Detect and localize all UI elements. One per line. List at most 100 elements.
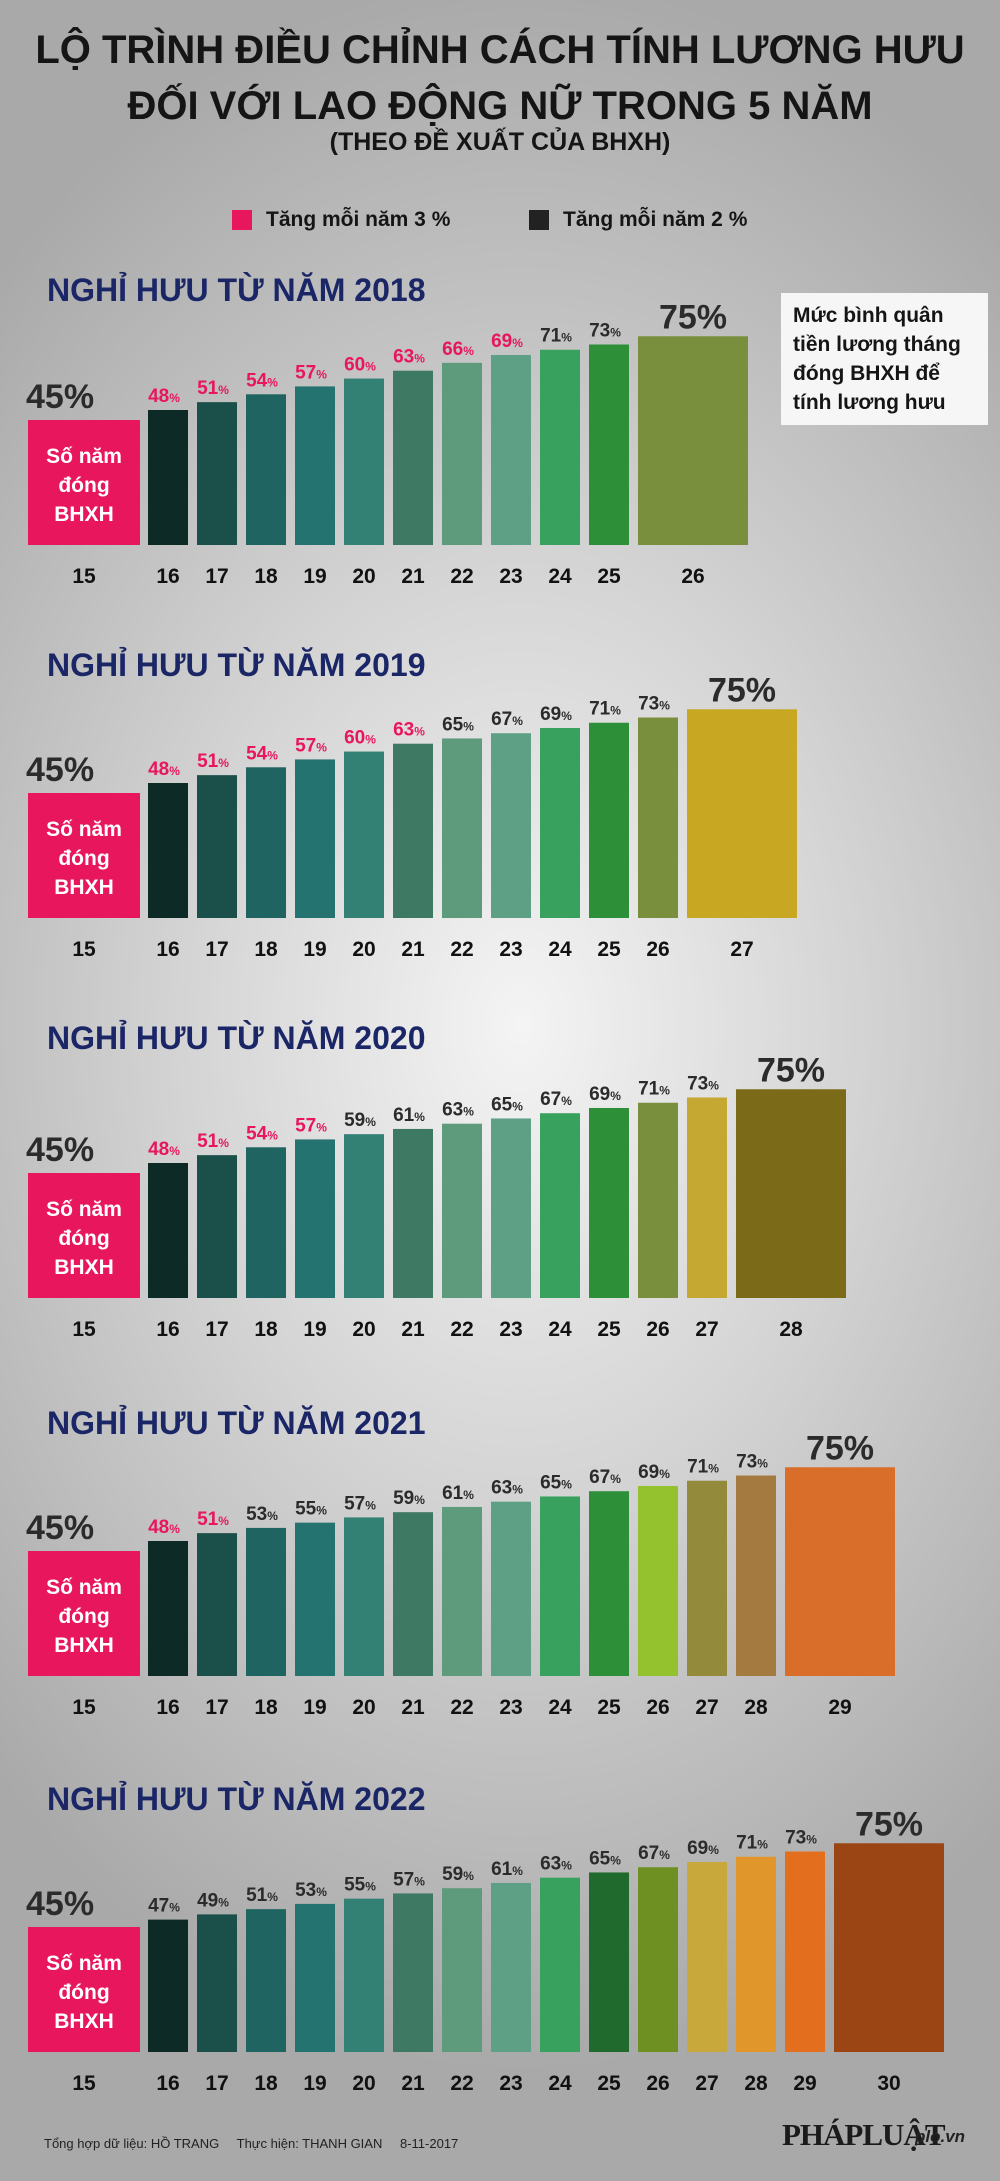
tick-label-19: 19	[303, 1696, 326, 1719]
tick-label-15: 15	[72, 565, 96, 588]
value-label-20: 59%	[344, 1110, 376, 1131]
base-box-text: BHXH	[54, 2010, 114, 2033]
bar-26	[638, 1485, 678, 1676]
tick-label-16: 16	[156, 1696, 179, 1719]
tick-label-15: 15	[72, 1318, 96, 1341]
bar-24	[540, 1113, 580, 1298]
tick-label-23: 23	[499, 1696, 522, 1719]
bar-22	[442, 1888, 482, 2052]
tick-label-20: 20	[352, 1318, 375, 1341]
bar-21	[393, 370, 433, 545]
bar-19	[295, 386, 335, 545]
value-label-15: 45%	[26, 378, 94, 416]
bar-22	[442, 1506, 482, 1676]
tick-label-22: 22	[450, 565, 473, 588]
base-box-text: BHXH	[54, 503, 114, 526]
value-label-24: 67%	[540, 1089, 572, 1110]
base-box-text: đóng	[58, 1227, 109, 1250]
tick-label-26: 26	[646, 2072, 669, 2095]
bar-15	[28, 1927, 140, 2052]
bar-21	[393, 1128, 433, 1298]
tick-label-19: 19	[303, 2072, 326, 2095]
bar-18	[246, 1147, 286, 1298]
tick-label-23: 23	[499, 2072, 522, 2095]
tick-label-17: 17	[205, 938, 228, 961]
bar-21	[393, 1893, 433, 2052]
bar-20	[344, 1898, 384, 2052]
bar-24	[540, 1496, 580, 1676]
tick-label-24: 24	[548, 938, 572, 961]
panel-title-2020: NGHỈ HƯU TỪ NĂM 2020	[47, 1020, 426, 1056]
footer-source: Tổng hợp dữ liệu: HỒ TRANG	[44, 2136, 220, 2151]
bar-29	[785, 1467, 895, 1676]
bar-16	[148, 410, 188, 545]
tick-label-18: 18	[254, 565, 278, 588]
value-label-20: 60%	[344, 355, 376, 376]
bar-20	[344, 1134, 384, 1298]
bar-18	[246, 394, 286, 545]
chart-2019: 15 45% Số năm đóng BHXH 16 48% 17 51% 18 54% 19 57% 2…	[26, 671, 797, 961]
tick-label-27: 27	[695, 1696, 718, 1719]
chart-2020: 15 45% Số năm đóng BHXH 16 48% 17 51% 18 54% 19 57% 2…	[26, 1051, 846, 1341]
bar-16	[148, 783, 188, 918]
tick-label-25: 25	[597, 938, 621, 961]
base-box-text: BHXH	[54, 1256, 114, 1279]
tick-label-26: 26	[646, 1318, 669, 1341]
tick-label-20: 20	[352, 2072, 375, 2095]
value-label-23: 61%	[491, 1859, 523, 1880]
tick-label-26: 26	[646, 938, 669, 961]
bar-16	[148, 1163, 188, 1298]
value-label-18: 53%	[246, 1504, 278, 1525]
tick-label-17: 17	[205, 1696, 228, 1719]
value-label-22: 63%	[442, 1100, 474, 1121]
base-box-text: đóng	[58, 1981, 109, 2004]
value-label-28: 75%	[757, 1051, 825, 1089]
tick-label-18: 18	[254, 2072, 278, 2095]
bar-18	[246, 767, 286, 918]
value-label-30: 75%	[855, 1805, 923, 1843]
tick-label-21: 21	[401, 2072, 425, 2095]
value-label-19: 57%	[295, 1115, 327, 1136]
value-label-28: 71%	[736, 1833, 768, 1854]
value-label-16: 48%	[148, 386, 180, 407]
legend-label-dark: Tăng mỗi năm 2 %	[563, 208, 748, 231]
tick-label-17: 17	[205, 2072, 228, 2095]
value-label-26: 67%	[638, 1843, 670, 1864]
value-label-20: 55%	[344, 1875, 376, 1896]
value-label-29: 73%	[785, 1828, 817, 1849]
bar-15	[28, 1551, 140, 1676]
bar-25	[589, 344, 629, 545]
value-label-18: 54%	[246, 1123, 278, 1144]
value-label-17: 49%	[197, 1890, 229, 1911]
bar-27	[687, 709, 797, 918]
tick-label-17: 17	[205, 1318, 228, 1341]
tick-label-21: 21	[401, 1696, 425, 1719]
panel-title-2019: NGHỈ HƯU TỪ NĂM 2019	[47, 647, 426, 683]
base-box-text: đóng	[58, 474, 109, 497]
bar-28	[736, 1475, 776, 1676]
bar-16	[148, 1541, 188, 1676]
bar-23	[491, 1882, 531, 2052]
base-box-text: đóng	[58, 1605, 109, 1628]
tick-label-17: 17	[205, 565, 228, 588]
tick-label-19: 19	[303, 565, 326, 588]
value-label-18: 54%	[246, 370, 278, 391]
value-label-21: 59%	[393, 1488, 425, 1509]
bar-29	[785, 1851, 825, 2052]
tick-label-23: 23	[499, 1318, 522, 1341]
tick-label-15: 15	[72, 1696, 96, 1719]
value-label-20: 57%	[344, 1493, 376, 1514]
tick-label-20: 20	[352, 565, 375, 588]
value-label-27: 73%	[687, 1074, 719, 1095]
bar-22	[442, 362, 482, 545]
tick-label-15: 15	[72, 938, 96, 961]
panel-title-2022: NGHỈ HƯU TỪ NĂM 2022	[47, 1781, 426, 1817]
chart-2021: 15 45% Số năm đóng BHXH 16 48% 17 51% 18 53% 19 55% 2…	[26, 1429, 895, 1719]
value-label-22: 66%	[442, 339, 474, 360]
bar-17	[197, 1914, 237, 2052]
value-label-21: 57%	[393, 1869, 425, 1890]
tick-label-28: 28	[744, 2072, 768, 2095]
tick-label-22: 22	[450, 2072, 473, 2095]
main-subtitle: (THEO ĐỀ XUẤT CỦA BHXH)	[329, 128, 671, 156]
base-box-text: BHXH	[54, 876, 114, 899]
